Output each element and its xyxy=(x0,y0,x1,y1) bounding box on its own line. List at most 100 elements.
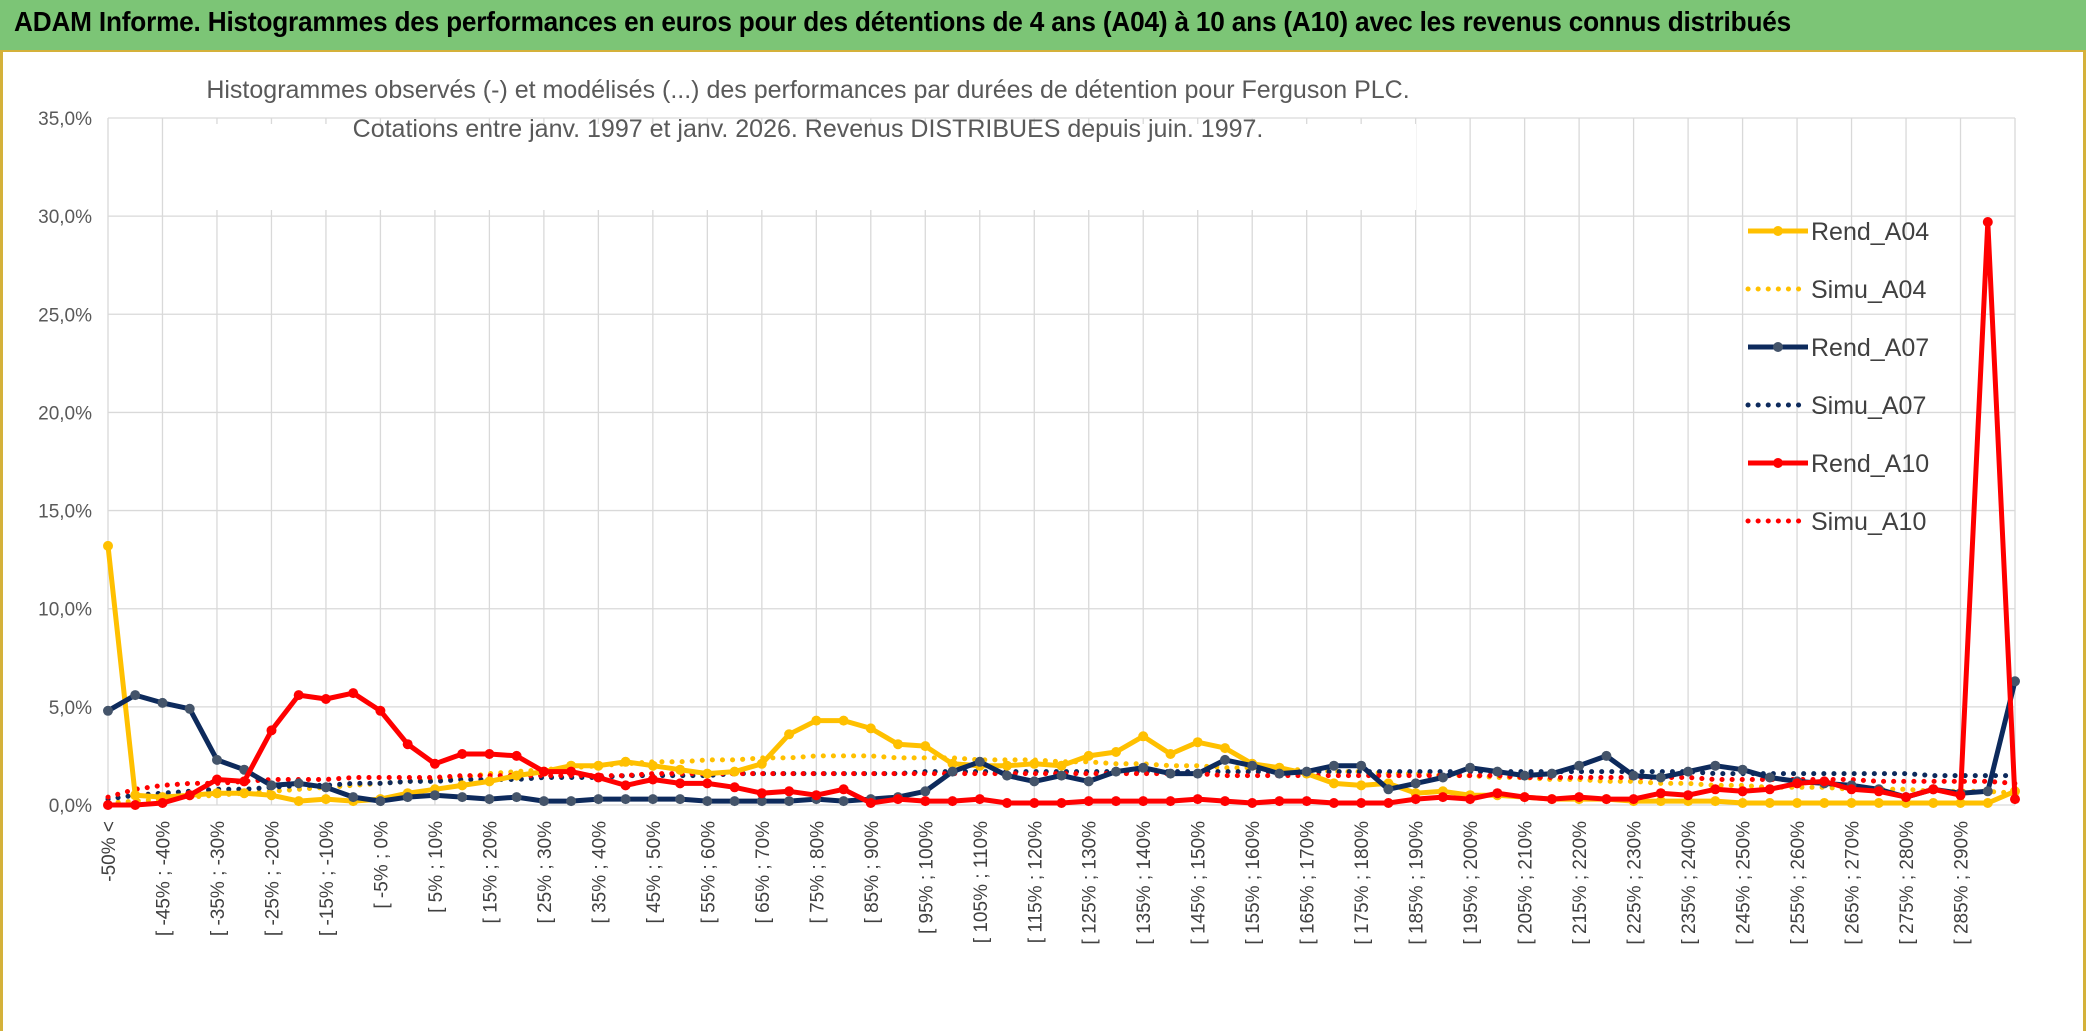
data-point xyxy=(1546,794,1557,805)
data-point xyxy=(620,756,631,767)
data-point xyxy=(266,790,277,801)
data-point xyxy=(429,758,440,769)
legend-entry: Simu_A07 xyxy=(1745,392,1926,420)
data-point xyxy=(1819,798,1830,808)
data-point xyxy=(1083,776,1094,787)
x-tick-label: [ -45% ; -40% xyxy=(153,821,174,936)
data-point xyxy=(1356,760,1367,771)
x-axis-ticks: -50% < [ -45% ; -40% [ -35% ; -30% [ -25% ;… xyxy=(99,821,1973,945)
data-point xyxy=(1328,760,1339,771)
data-point xyxy=(1982,798,1993,808)
series-rend-a10 xyxy=(103,217,2020,810)
data-point xyxy=(184,790,195,801)
data-point xyxy=(1002,770,1012,781)
data-point xyxy=(1683,766,1694,777)
data-point xyxy=(647,774,658,785)
x-tick-label: [ 175% ; 180% xyxy=(1352,821,1373,945)
data-point xyxy=(484,749,495,759)
data-point xyxy=(103,800,113,810)
data-point xyxy=(130,790,141,801)
x-tick-label: [ 255% ; 260% xyxy=(1788,821,1809,945)
x-tick-label: [ 285% ; 290% xyxy=(1952,821,1973,945)
x-tick-label: [ -35% ; -30% xyxy=(208,821,229,936)
data-point xyxy=(1574,792,1585,803)
report-title: ADAM Informe. Histogrammes des performan… xyxy=(14,6,1791,37)
data-point xyxy=(320,782,331,793)
data-point xyxy=(1220,754,1230,765)
x-tick-label: [ 75% ; 80% xyxy=(807,821,828,924)
legend-entry: Rend_A10 xyxy=(1748,450,1929,478)
data-point xyxy=(1328,798,1339,808)
y-tick-label: 15,0% xyxy=(38,502,92,523)
x-tick-label: [ -5% ; 0% xyxy=(371,821,392,909)
x-tick-label: [ 265% ; 270% xyxy=(1843,821,1864,945)
legend-label: Rend_A04 xyxy=(1811,218,1929,246)
data-point xyxy=(1192,794,1203,805)
data-point xyxy=(702,768,713,779)
x-tick-label: [ 5% ; 10% xyxy=(426,821,447,913)
x-tick-label: [ 15% ; 20% xyxy=(480,821,501,924)
data-point xyxy=(1220,796,1230,807)
data-point xyxy=(1710,760,1721,771)
data-point xyxy=(320,694,331,704)
data-point xyxy=(1819,776,1830,787)
data-point xyxy=(511,792,522,803)
x-tick-label: [ 195% ; 200% xyxy=(1461,821,1482,945)
y-axis-ticks: 0,0% 5,0% 10,0% 15,0% 20,0% 25,0% 30,0% 35,0% xyxy=(38,109,92,817)
data-point xyxy=(511,750,522,761)
data-point xyxy=(1846,798,1857,808)
x-tick-label: [ -15% ; -10% xyxy=(317,821,338,936)
data-point xyxy=(293,778,304,789)
data-point xyxy=(1165,796,1176,807)
data-point xyxy=(1982,217,1993,227)
data-point xyxy=(593,760,604,771)
data-point xyxy=(1383,798,1394,808)
data-point xyxy=(1465,762,1476,773)
data-point xyxy=(1247,760,1258,771)
data-point xyxy=(1111,766,1121,777)
data-point xyxy=(1138,731,1149,742)
x-tick-label: [ 145% ; 150% xyxy=(1189,821,1210,945)
x-tick-label: [ 275% ; 280% xyxy=(1897,821,1918,945)
data-point xyxy=(1002,798,1012,808)
data-point xyxy=(2010,794,2020,805)
data-point xyxy=(1247,798,1258,808)
y-tick-label: 35,0% xyxy=(38,109,92,130)
x-tick-label: [ 215% ; 220% xyxy=(1570,821,1591,945)
data-point xyxy=(293,796,304,807)
data-point xyxy=(974,794,985,805)
data-point xyxy=(1029,798,1040,808)
legend-entry: Simu_A04 xyxy=(1745,276,1926,304)
y-tick-label: 20,0% xyxy=(38,403,92,424)
legend-label: Rend_A07 xyxy=(1811,334,1929,362)
data-point xyxy=(402,792,413,803)
chart-title-line-1: Histogrammes observés (-) et modélisés (… xyxy=(206,76,1409,104)
x-tick-label: [ 165% ; 170% xyxy=(1298,821,1319,945)
data-point xyxy=(675,794,686,805)
data-point xyxy=(729,766,740,777)
data-point xyxy=(1301,766,1312,777)
data-point xyxy=(1710,796,1721,807)
data-point xyxy=(1465,794,1476,805)
data-point xyxy=(1192,737,1203,748)
y-tick-label: 0,0% xyxy=(49,796,92,817)
x-tick-label: [ 135% ; 140% xyxy=(1134,821,1155,945)
data-point xyxy=(320,794,331,805)
data-point xyxy=(1328,778,1339,789)
data-point xyxy=(157,798,168,808)
legend: Rend_A04 Simu_A04 Rend_A07 Simu_A07 Rend_A10… xyxy=(1745,218,1929,536)
data-point xyxy=(184,703,195,714)
data-point xyxy=(375,796,386,807)
series-line xyxy=(106,680,2018,804)
data-point xyxy=(1928,784,1939,795)
data-point xyxy=(1356,798,1367,808)
data-point xyxy=(1165,749,1176,759)
data-point xyxy=(593,772,604,783)
data-point xyxy=(1846,784,1857,795)
data-point xyxy=(1029,758,1040,769)
chart-title-line-2: Cotations entre janv. 1997 et janv. 2026… xyxy=(353,115,1264,143)
legend-label: Simu_A10 xyxy=(1811,508,1926,536)
data-point xyxy=(1274,796,1285,807)
data-point xyxy=(1492,766,1503,777)
data-point xyxy=(266,725,277,736)
